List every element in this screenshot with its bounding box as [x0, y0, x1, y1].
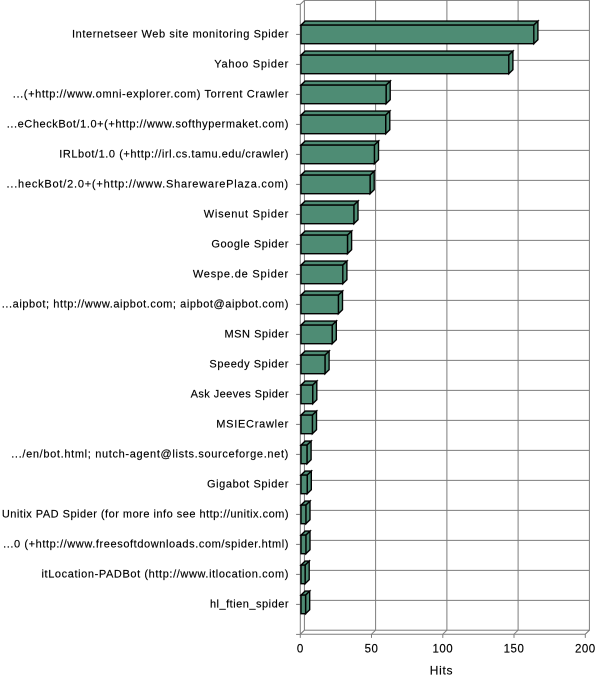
- svg-text:hl_ftien_spider: hl_ftien_spider: [210, 599, 289, 611]
- svg-text:Unitix PAD Spider (for more in: Unitix PAD Spider (for more info see htt…: [2, 509, 289, 521]
- svg-text:...0 (+http://www.freesoftdown: ...0 (+http://www.freesoftdownloads.com/…: [3, 539, 289, 551]
- svg-text:50: 50: [365, 643, 379, 655]
- svg-text:Internetseer Web site monitori: Internetseer Web site monitoring Spider: [72, 29, 289, 41]
- svg-text:IRLbot/1.0 (+http://irl.cs.tam: IRLbot/1.0 (+http://irl.cs.tamu.edu/craw…: [59, 149, 289, 161]
- svg-text:Ask Jeeves Spider: Ask Jeeves Spider: [191, 389, 289, 401]
- svg-text:100: 100: [432, 643, 453, 655]
- svg-text:Google Spider: Google Spider: [211, 239, 289, 251]
- svg-text:0: 0: [297, 643, 304, 655]
- svg-text:...aipbot; http://www.aipbot.c: ...aipbot; http://www.aipbot.com; aipbot…: [2, 299, 289, 311]
- svg-text:.../en/bot.html; nutch-agent@l: .../en/bot.html; nutch-agent@lists.sourc…: [11, 449, 289, 461]
- svg-text:itLocation-PADBot (http://www.: itLocation-PADBot (http://www.itlocation…: [42, 569, 290, 581]
- svg-text:MSIECrawler: MSIECrawler: [216, 419, 289, 431]
- svg-text:...(+http://www.omni-explorer.: ...(+http://www.omni-explorer.com) Torre…: [13, 89, 289, 101]
- svg-text:Speedy Spider: Speedy Spider: [209, 359, 289, 371]
- svg-text:200: 200: [575, 643, 596, 655]
- svg-text:Gigabot Spider: Gigabot Spider: [207, 479, 289, 491]
- svg-text:Wisenut Spider: Wisenut Spider: [204, 209, 289, 221]
- svg-text:MSN Spider: MSN Spider: [225, 329, 290, 341]
- svg-text:...heckBot/2.0+(+http://www.Sh: ...heckBot/2.0+(+http://www.SharewarePla…: [7, 179, 289, 191]
- svg-text:Hits: Hits: [430, 664, 453, 678]
- svg-text:...eCheckBot/1.0+(+http://www.: ...eCheckBot/1.0+(+http://www.softhyperm…: [7, 119, 289, 131]
- svg-text:150: 150: [504, 643, 525, 655]
- svg-text:Yahoo Spider: Yahoo Spider: [214, 59, 289, 71]
- svg-text:Wespe.de Spider: Wespe.de Spider: [193, 269, 289, 281]
